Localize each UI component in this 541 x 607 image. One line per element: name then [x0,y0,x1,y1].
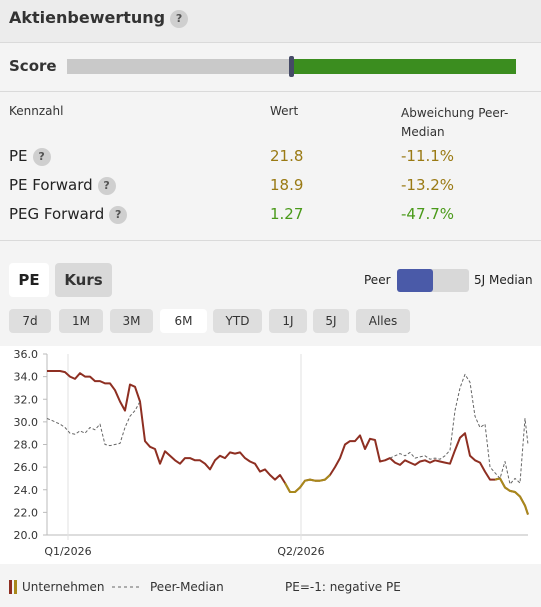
y-tick-label: 36.0 [14,348,39,361]
range-button[interactable]: YTD [213,309,262,333]
toggle-label: 5J Median [474,273,533,287]
y-tick-label: 20.0 [14,529,39,542]
help-icon[interactable]: ? [109,205,128,224]
metric-name: PEG Forward [9,205,105,223]
y-tick-label: 28.0 [14,439,39,452]
row-name: PE Forward? [9,176,116,195]
range-button[interactable]: 5J [313,309,349,333]
divider [0,91,541,92]
tab-active[interactable]: PE [9,263,49,297]
y-tick-label: 22.0 [14,506,39,519]
range-button[interactable]: 1J [269,309,307,333]
metric-value: 1.27 [270,205,304,223]
plot-background [0,346,541,564]
legend-label: Peer-Median [150,580,224,594]
metric-deviation: -11.1% [401,147,455,165]
score-label: Score [9,57,57,75]
range-button[interactable]: 3M [110,309,153,333]
column-header: Abweichung Peer-Median [401,106,509,139]
toggle-label: Peer [364,273,391,287]
legend-note: PE=-1: negative PE [285,580,401,594]
help-icon[interactable]: ? [97,176,116,195]
help-icon[interactable]: ? [32,147,51,166]
toggle-knob [397,269,433,292]
metric-deviation: -13.2% [401,176,455,194]
score-bar-gray [67,59,291,74]
score-bar-green [294,59,516,74]
y-tick-label: 26.0 [14,461,39,474]
help-icon[interactable]: ? [170,9,189,28]
toggle[interactable] [397,269,469,292]
column-header: Kennzahl [9,104,64,118]
metric-value: 18.9 [270,176,304,194]
metric-name: PE Forward [9,176,93,194]
row-name: PE? [9,147,51,166]
tab[interactable]: Kurs [55,263,112,297]
score-marker [289,56,294,77]
header-bar [0,0,541,42]
header-title: Aktienbewertung [9,8,166,27]
divider [0,42,541,43]
range-button[interactable]: 1M [59,309,103,333]
row-name: PEG Forward? [9,205,128,224]
legend-swatch [9,580,12,594]
legend-swatch [14,580,17,594]
metric-name: PE [9,147,28,165]
y-tick-label: 30.0 [14,416,39,429]
range-button[interactable]: Alles [356,309,410,333]
legend-label: Unternehmen [22,580,104,594]
line-series [46,373,529,485]
x-tick-label: Q2/2026 [277,545,324,558]
y-tick-label: 34.0 [14,371,39,384]
x-tick-label: Q1/2026 [44,545,91,558]
metric-value: 21.8 [270,147,304,165]
divider [0,240,541,241]
range-button[interactable]: 7d [9,309,51,333]
metric-deviation: -47.7% [401,205,455,223]
line-series [284,474,529,515]
header: Aktienbewertung? [9,8,189,28]
column-header: Wert [270,104,299,118]
y-tick-label: 32.0 [14,393,39,406]
y-tick-label: 24.0 [14,484,39,497]
chart: PE=-1: negative PE 20.0 22.0 24.0 26.0 28.0 3… [0,346,541,594]
range-button[interactable]: 6M [160,309,207,333]
